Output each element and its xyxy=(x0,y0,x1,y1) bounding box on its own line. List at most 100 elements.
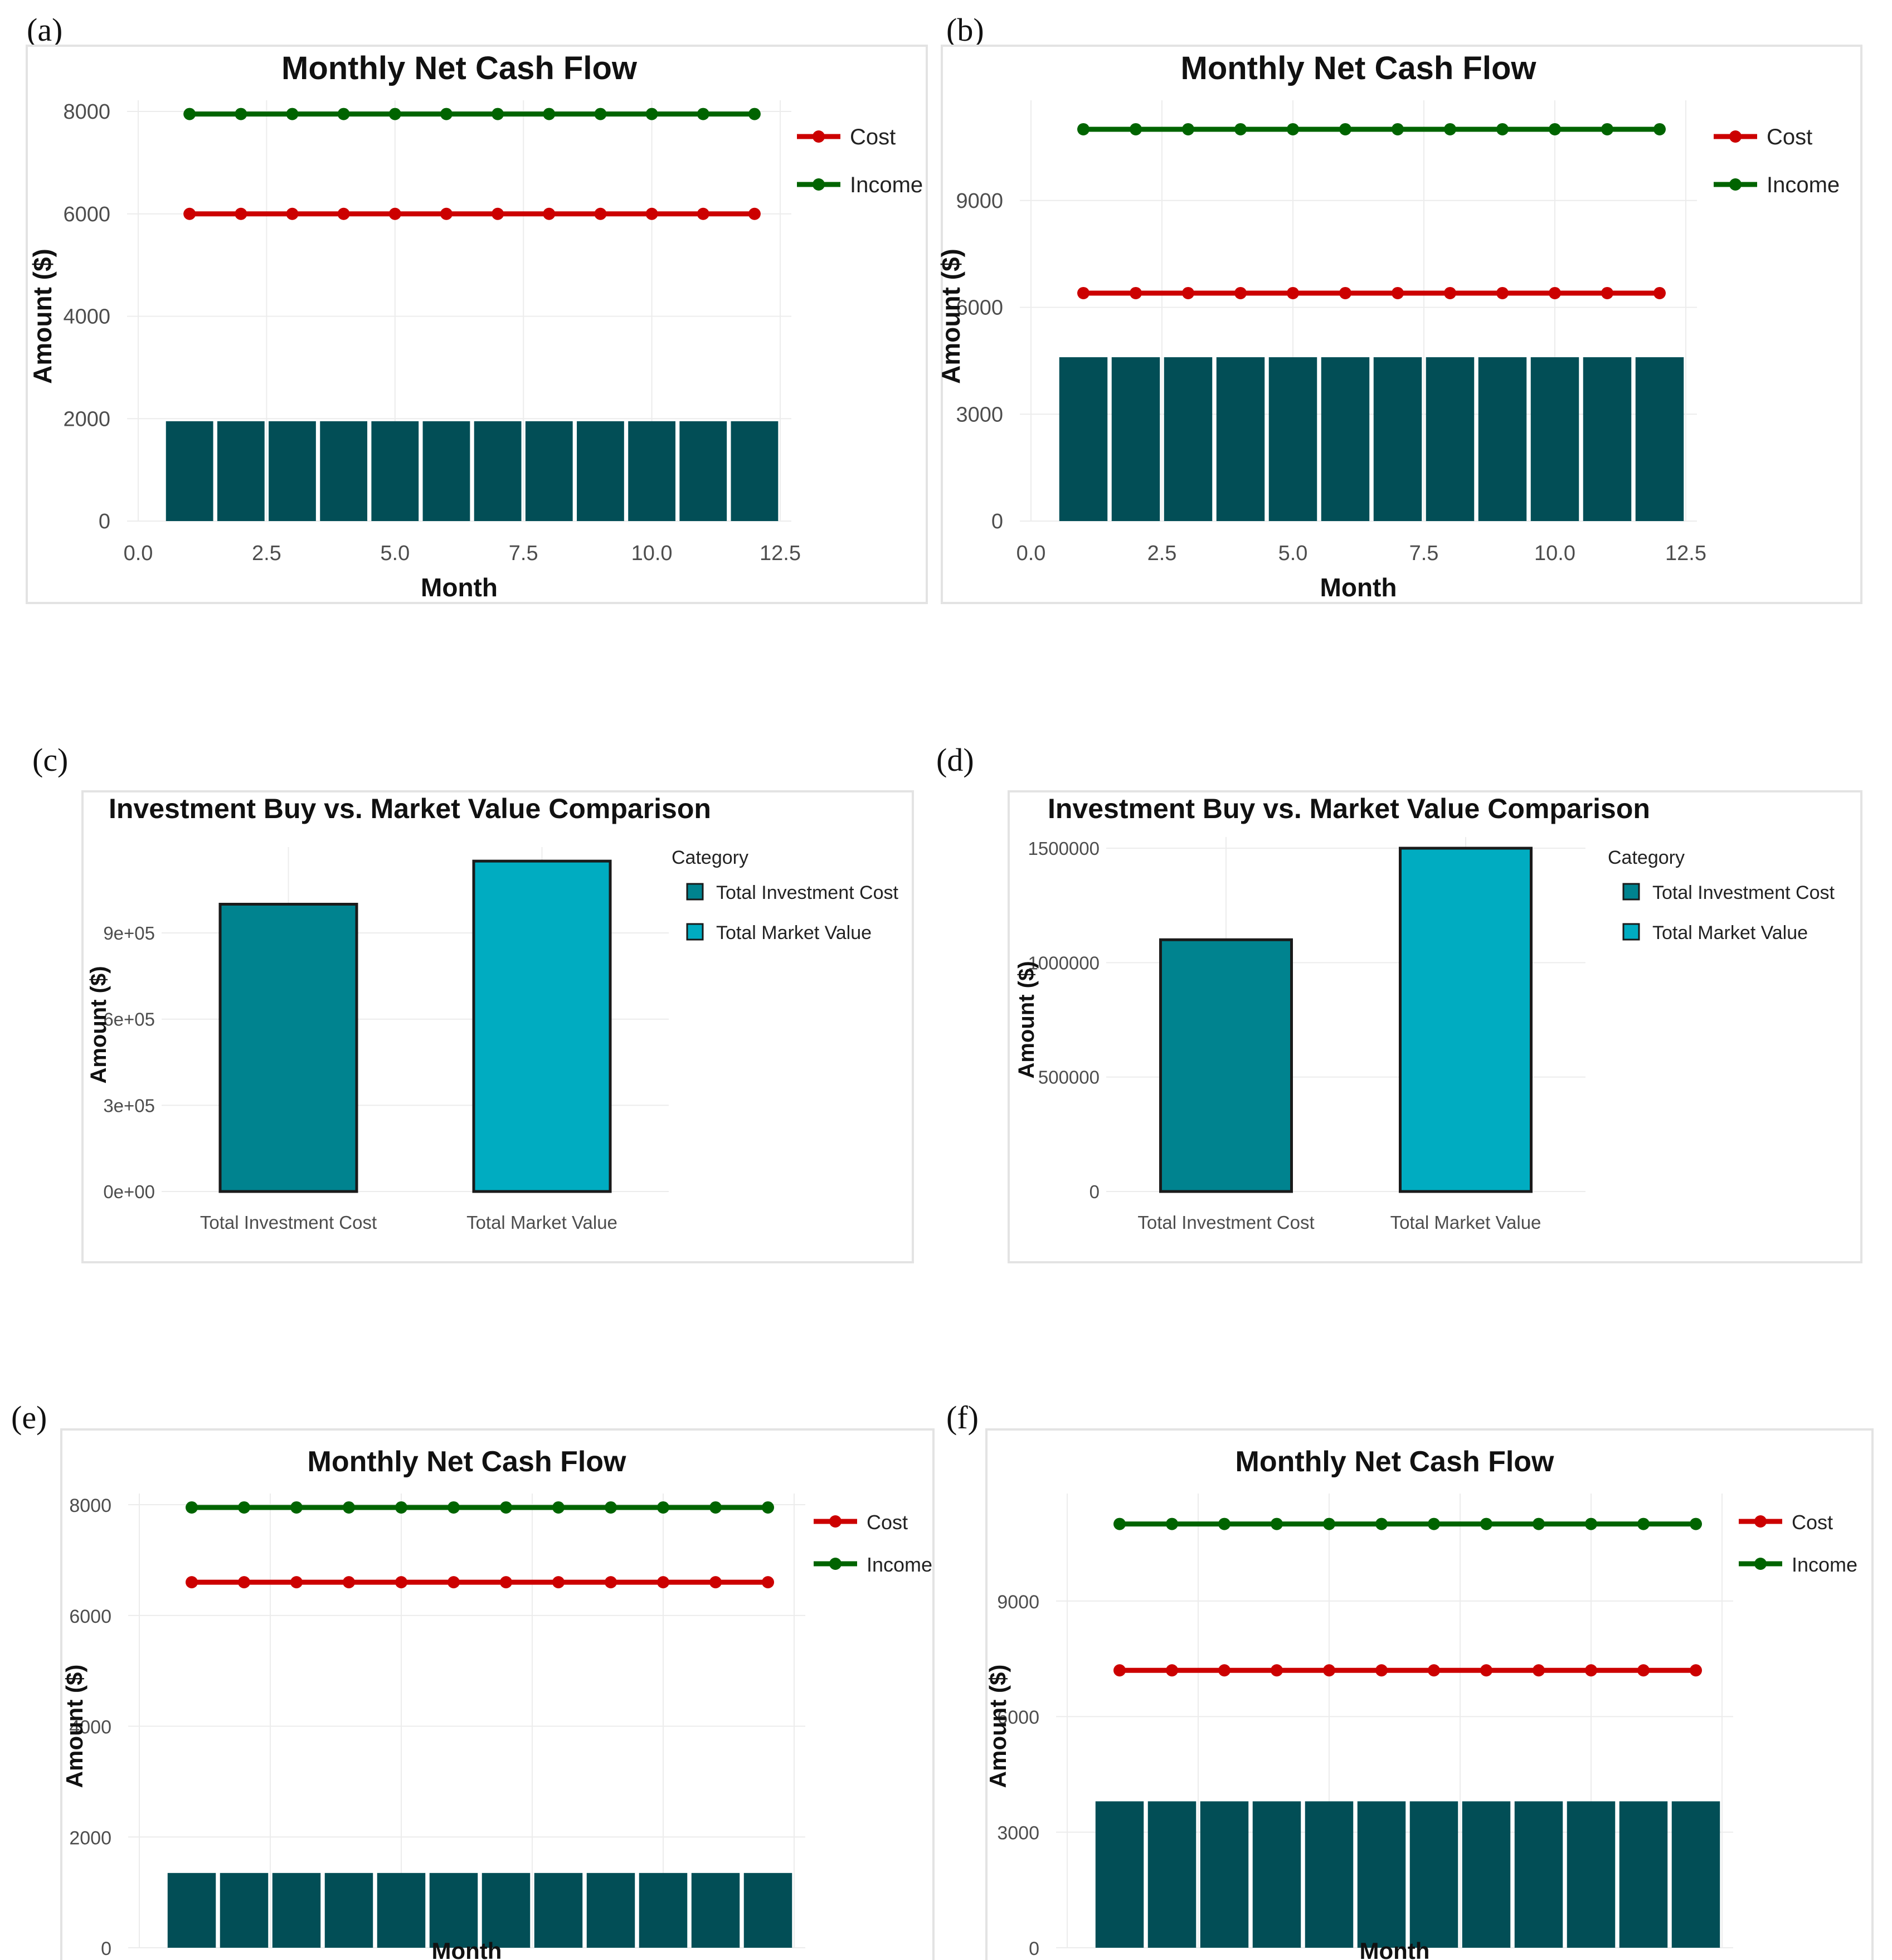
y-tick-label: 1000000 xyxy=(1028,952,1100,973)
y-tick-label: 0 xyxy=(1029,1938,1039,1959)
plot-frame xyxy=(60,1428,935,1960)
chart-title: Investment Buy vs. Market Value Comparis… xyxy=(1048,793,1650,824)
panel-e-cashflow: (e) Monthly Net Cash Flow0.02.55.07.510.… xyxy=(0,1382,947,1960)
income-point xyxy=(1287,123,1299,135)
net-cashflow-bar xyxy=(679,421,727,521)
cost-point xyxy=(343,1576,355,1589)
income-point xyxy=(1533,1518,1545,1530)
income-point xyxy=(1601,123,1613,135)
market-value-bar xyxy=(472,859,612,1193)
cost-point xyxy=(1271,1664,1283,1677)
income-point xyxy=(286,108,299,120)
x-axis-title: Month xyxy=(432,1938,502,1960)
cost-point xyxy=(448,1576,460,1589)
investment-chart-svg: Total Investment Cost Total Market Value I… xyxy=(81,790,914,1263)
y-tick-label: 6000 xyxy=(956,296,1003,320)
x-category-label: Total Market Value xyxy=(1390,1212,1541,1233)
income-point xyxy=(1218,1518,1230,1530)
market-value-bar xyxy=(1399,847,1533,1193)
cost-point xyxy=(1323,1664,1335,1677)
cost-point xyxy=(605,1576,617,1589)
x-tick-label: 5.0 xyxy=(1278,542,1308,565)
cost-point xyxy=(286,207,299,220)
y-tick-label: 3000 xyxy=(956,403,1003,426)
net-cashflow-bar xyxy=(525,421,573,521)
cost-point xyxy=(500,1576,512,1589)
y-tick-label: 0 xyxy=(1090,1181,1100,1202)
cost-point xyxy=(238,1576,250,1589)
legend-swatch xyxy=(686,883,704,901)
investment-cost-bar xyxy=(1159,938,1293,1193)
cost-point xyxy=(1218,1664,1230,1677)
net-cashflow-bar xyxy=(481,1873,531,1948)
net-cashflow-bar xyxy=(166,421,213,521)
cost-point xyxy=(1428,1664,1440,1677)
income-point xyxy=(1234,123,1247,135)
legend-swatch xyxy=(1622,923,1640,941)
legend-key-point xyxy=(829,1515,842,1528)
net-cashflow-bar xyxy=(1619,1801,1668,1948)
net-cashflow-bar xyxy=(1305,1801,1354,1948)
y-tick-label: 3000 xyxy=(997,1823,1039,1844)
cashflow-chart-svg: Monthly Net Cash Flow0.02.55.07.510.012.… xyxy=(60,1428,935,1960)
net-cashflow-bar xyxy=(586,1873,635,1948)
chart-title: Monthly Net Cash Flow xyxy=(1181,50,1537,86)
net-cashflow-bar xyxy=(1164,357,1213,521)
net-cashflow-bar xyxy=(1514,1801,1563,1948)
income-point xyxy=(657,1501,669,1514)
legend-label: Total Investment Cost xyxy=(716,882,898,903)
legend-label: Income xyxy=(1767,173,1840,197)
x-tick-label: 2.5 xyxy=(1147,542,1177,565)
net-cashflow-bar xyxy=(1567,1801,1616,1948)
net-cashflow-bar xyxy=(220,1873,269,1948)
x-axis-title: Month xyxy=(421,573,498,602)
income-point xyxy=(1428,1518,1440,1530)
y-tick-label: 3e+05 xyxy=(103,1095,155,1116)
investment-chart-svg: Total Investment Cost Total Market Value I… xyxy=(1008,790,1862,1263)
net-cashflow-bar xyxy=(1478,357,1527,521)
y-axis-title: Amount ($) xyxy=(61,1665,87,1788)
income-point xyxy=(594,108,607,120)
x-tick-label: 2.5 xyxy=(252,542,281,565)
income-point xyxy=(440,108,453,120)
panel-f-cashflow: (f) Monthly Net Cash Flow0.02.55.07.510.… xyxy=(936,1382,1892,1960)
y-tick-label: 2000 xyxy=(63,407,110,431)
y-tick-label: 6000 xyxy=(69,1606,111,1627)
net-cashflow-bar xyxy=(691,1873,740,1948)
cost-point xyxy=(1549,286,1561,299)
income-point xyxy=(395,1501,407,1514)
income-point xyxy=(1182,123,1194,135)
cost-point xyxy=(1533,1664,1545,1677)
y-tick-label: 8000 xyxy=(69,1495,111,1516)
income-point xyxy=(762,1501,774,1514)
net-cashflow-bar xyxy=(320,421,368,521)
legend-label: Cost xyxy=(867,1511,908,1534)
net-cashflow-bar xyxy=(1111,357,1160,521)
net-cashflow-bar xyxy=(731,421,779,521)
cost-point xyxy=(552,1576,565,1589)
net-cashflow-bar xyxy=(377,1873,426,1948)
net-cashflow-bar xyxy=(628,421,675,521)
net-cashflow-bar xyxy=(1147,1801,1197,1948)
income-point xyxy=(388,108,401,120)
x-tick-label: 10.0 xyxy=(1534,542,1575,565)
income-point xyxy=(492,108,504,120)
panel-b-cashflow: (b) Monthly Net Cash Flow 0.0 2.5 5.0 7.5 10.… xyxy=(936,0,1892,613)
income-point xyxy=(1444,123,1456,135)
x-tick-label: 7.5 xyxy=(1409,542,1439,565)
panel-letter: (c) xyxy=(32,742,69,778)
cost-point xyxy=(337,207,350,220)
cost-point xyxy=(1375,1664,1388,1677)
net-cashflow-bar xyxy=(167,1873,216,1948)
cost-point xyxy=(657,1576,669,1589)
x-tick-label: 0.0 xyxy=(124,542,153,565)
cost-point xyxy=(762,1576,774,1589)
net-cashflow-bar xyxy=(639,1873,688,1948)
y-tick-label: 500000 xyxy=(1038,1067,1100,1088)
y-tick-label: 2000 xyxy=(69,1827,111,1849)
panel-c-investment: (c) Total Investment Cost Total Market Va… xyxy=(0,724,942,1282)
cost-point xyxy=(1601,286,1613,299)
net-cashflow-bar xyxy=(1530,357,1579,521)
net-cashflow-bar xyxy=(1583,357,1632,521)
